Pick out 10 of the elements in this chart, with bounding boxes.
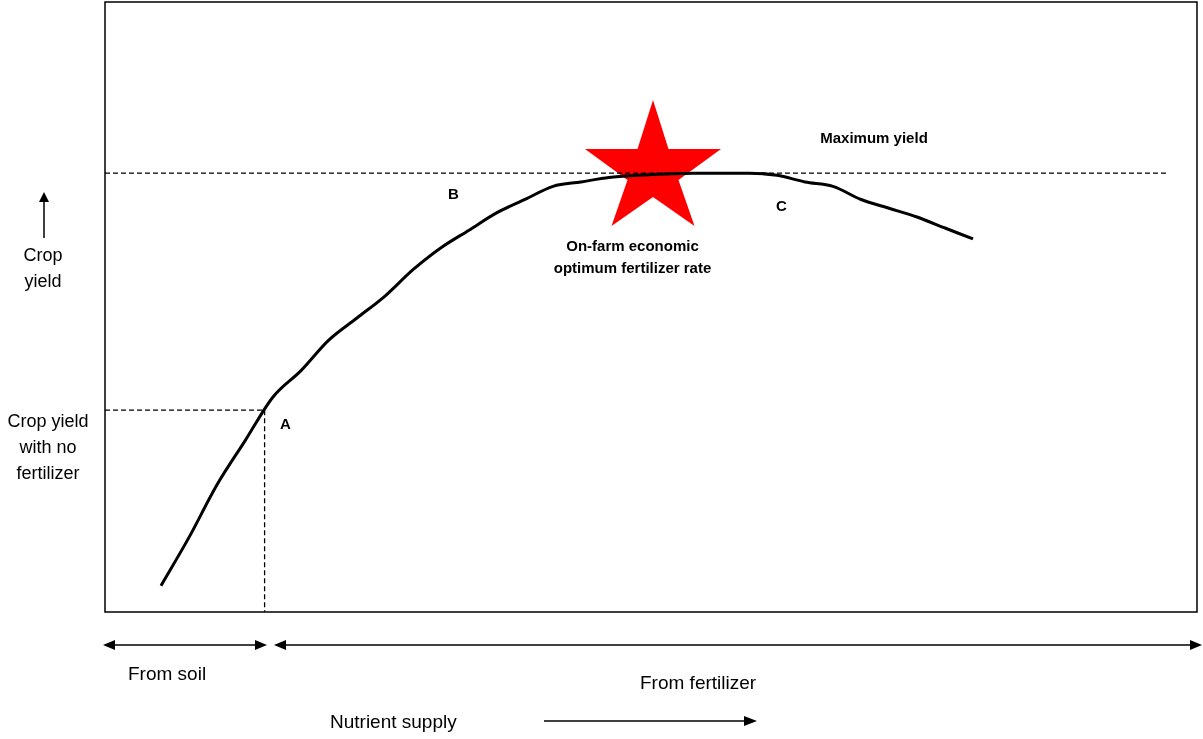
y-axis-title: Crop yield	[22, 244, 64, 294]
text: From soil	[128, 662, 207, 686]
annotation: On-farm economic optimum fertilizer rate	[552, 236, 713, 278]
text: Nutrient supply	[330, 710, 457, 734]
annotation: C	[776, 196, 787, 216]
annotation: A	[280, 414, 291, 434]
annotation: B	[448, 184, 459, 204]
text: Crop yield with no fertilizer	[6, 410, 90, 486]
ref-line-label: Maximum yield	[820, 129, 928, 147]
text: From fertilizer	[640, 671, 757, 695]
